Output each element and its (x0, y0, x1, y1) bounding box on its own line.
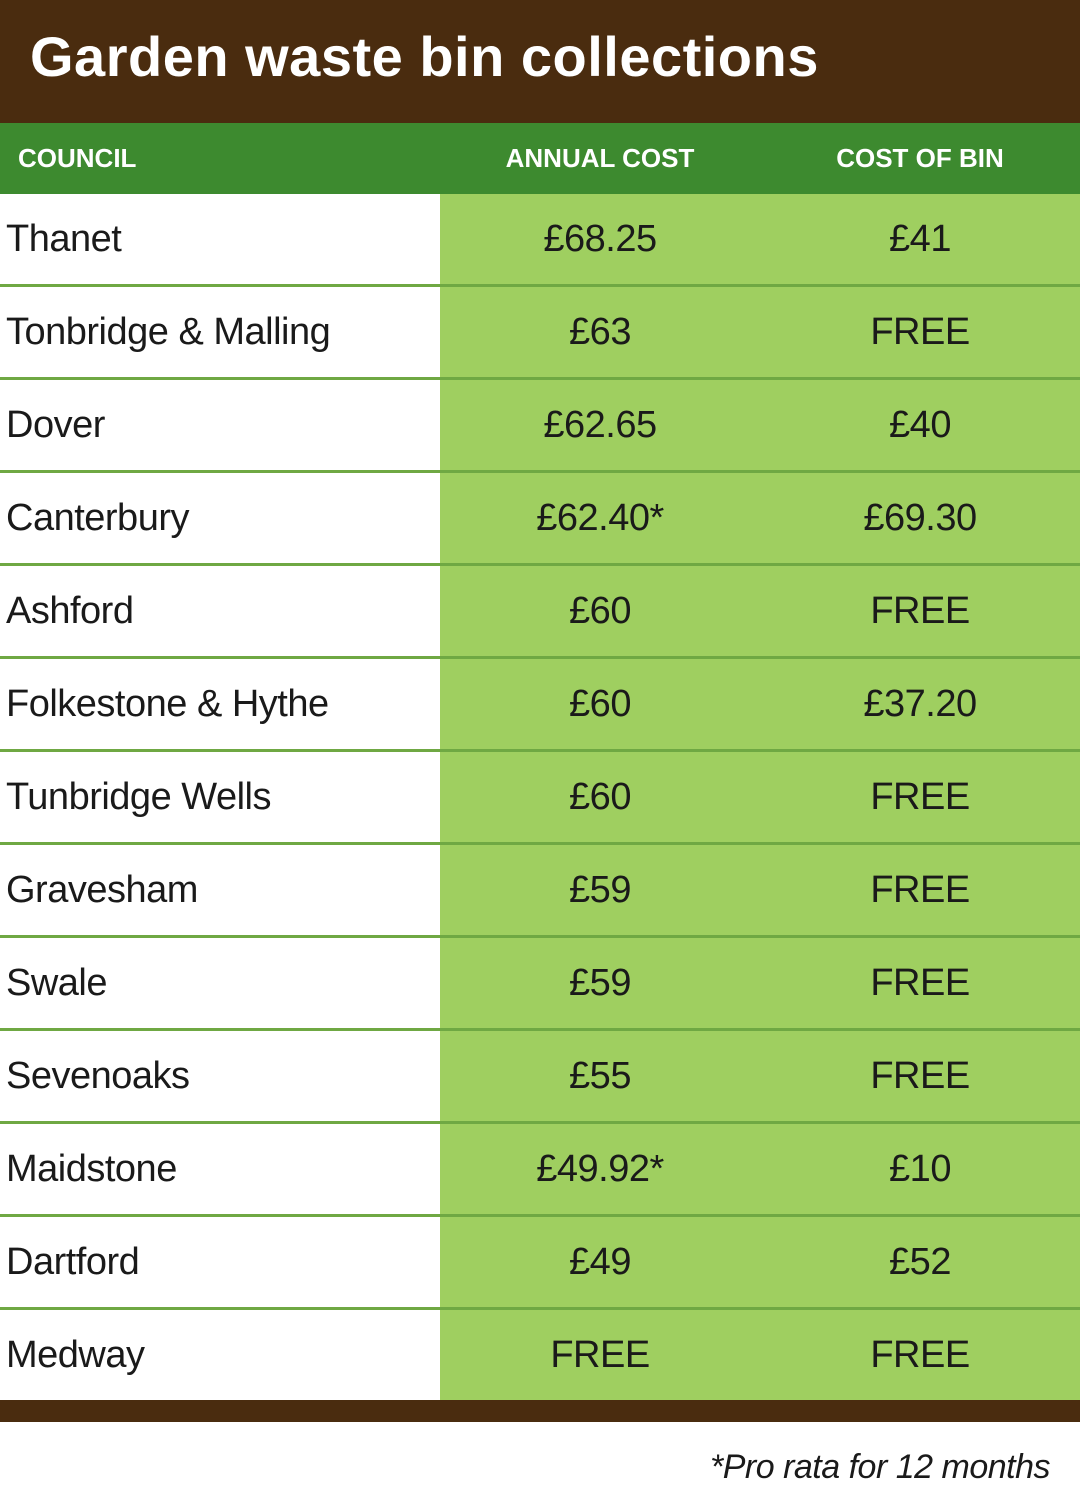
header-annual-cost: ANNUAL COST (440, 123, 760, 194)
table-row: Ashford£60FREE (0, 566, 1080, 659)
table-row: MedwayFREEFREE (0, 1310, 1080, 1400)
cell-annual-cost: £60 (440, 752, 760, 842)
cell-bin-cost: FREE (760, 845, 1080, 935)
cell-council: Folkestone & Hythe (0, 659, 440, 749)
table-row: Dartford£49£52 (0, 1217, 1080, 1310)
table-row: Gravesham£59FREE (0, 845, 1080, 938)
cell-bin-cost: £69.30 (760, 473, 1080, 563)
table-row: Folkestone & Hythe£60£37.20 (0, 659, 1080, 752)
table-row: Maidstone£49.92*£10 (0, 1124, 1080, 1217)
cell-annual-cost: £60 (440, 566, 760, 656)
cell-bin-cost: FREE (760, 287, 1080, 377)
cell-council: Tunbridge Wells (0, 752, 440, 842)
cell-council: Dartford (0, 1217, 440, 1307)
cell-bin-cost: FREE (760, 938, 1080, 1028)
cell-bin-cost: FREE (760, 1031, 1080, 1121)
cell-council: Tonbridge & Malling (0, 287, 440, 377)
cell-annual-cost: £62.65 (440, 380, 760, 470)
cell-council: Swale (0, 938, 440, 1028)
cell-bin-cost: FREE (760, 752, 1080, 842)
table-row: Swale£59FREE (0, 938, 1080, 1031)
cell-council: Medway (0, 1310, 440, 1400)
cell-annual-cost: £59 (440, 938, 760, 1028)
cell-bin-cost: FREE (760, 566, 1080, 656)
cell-annual-cost: FREE (440, 1310, 760, 1400)
header-bin-cost: COST OF BIN (760, 123, 1080, 194)
table-header: COUNCIL ANNUAL COST COST OF BIN (0, 123, 1080, 194)
table-row: Sevenoaks£55FREE (0, 1031, 1080, 1124)
cell-bin-cost: £41 (760, 194, 1080, 284)
cell-bin-cost: FREE (760, 1310, 1080, 1400)
footnote: *Pro rata for 12 months (0, 1422, 1080, 1487)
header-council: COUNCIL (0, 123, 440, 194)
table-card: Garden waste bin collections COUNCIL ANN… (0, 0, 1080, 1422)
cell-annual-cost: £68.25 (440, 194, 760, 284)
cell-annual-cost: £49.92* (440, 1124, 760, 1214)
cell-council: Canterbury (0, 473, 440, 563)
cell-council: Maidstone (0, 1124, 440, 1214)
table-row: Canterbury£62.40*£69.30 (0, 473, 1080, 566)
cell-council: Sevenoaks (0, 1031, 440, 1121)
table-row: Dover£62.65£40 (0, 380, 1080, 473)
cell-council: Ashford (0, 566, 440, 656)
cell-annual-cost: £59 (440, 845, 760, 935)
page-title: Garden waste bin collections (0, 0, 1080, 123)
cell-annual-cost: £49 (440, 1217, 760, 1307)
table-row: Tonbridge & Malling£63FREE (0, 287, 1080, 380)
table-row: Thanet£68.25£41 (0, 194, 1080, 287)
cell-council: Dover (0, 380, 440, 470)
cell-bin-cost: £37.20 (760, 659, 1080, 749)
cell-annual-cost: £63 (440, 287, 760, 377)
cell-annual-cost: £62.40* (440, 473, 760, 563)
cell-bin-cost: £10 (760, 1124, 1080, 1214)
bottom-bar (0, 1400, 1080, 1422)
cell-council: Thanet (0, 194, 440, 284)
table-row: Tunbridge Wells£60FREE (0, 752, 1080, 845)
cell-bin-cost: £52 (760, 1217, 1080, 1307)
table-body: Thanet£68.25£41Tonbridge & Malling£63FRE… (0, 194, 1080, 1400)
cell-annual-cost: £55 (440, 1031, 760, 1121)
cell-council: Gravesham (0, 845, 440, 935)
cell-bin-cost: £40 (760, 380, 1080, 470)
cell-annual-cost: £60 (440, 659, 760, 749)
